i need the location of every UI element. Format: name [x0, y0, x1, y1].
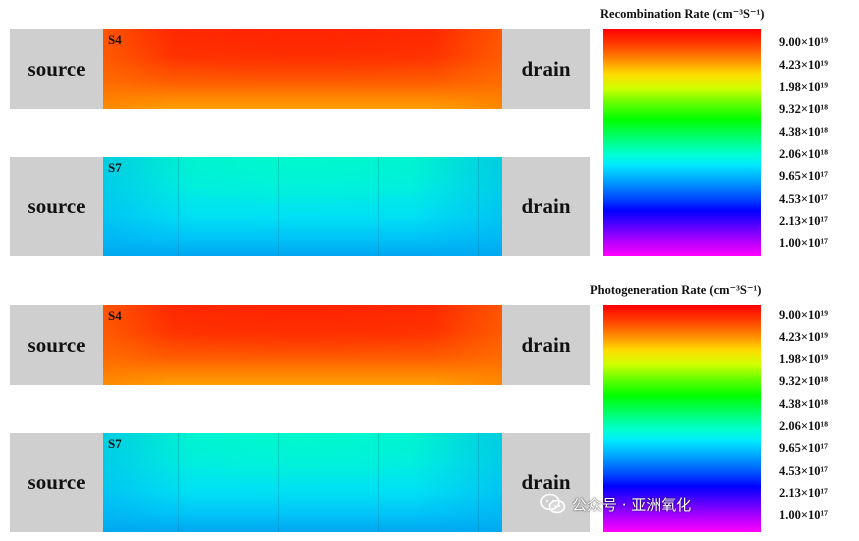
colorbar-tick: 4.53×10¹⁷ [779, 464, 828, 478]
colorbar-tick: 1.00×10¹⁷ [779, 508, 828, 522]
source-pad: source [10, 29, 103, 109]
colorbar-tick: 2.06×10¹⁸ [779, 419, 828, 433]
colorbar-tick: 4.23×10¹⁹ [779, 58, 828, 72]
drain-pad: drain [502, 29, 590, 109]
colorbar-tick: 2.13×10¹⁷ [779, 486, 828, 500]
mesh-line [178, 157, 179, 256]
source-pad: source [10, 433, 103, 532]
drain-label: drain [521, 332, 571, 357]
colorbar-title: Recombination Rate (cm⁻³S⁻¹) [600, 7, 765, 21]
colorbar-tick: 9.65×10¹⁷ [779, 441, 828, 455]
sample-label: S4 [108, 308, 122, 323]
channel-region: S7 [103, 157, 502, 256]
mesh-line [378, 433, 379, 532]
sample-label: S4 [108, 32, 122, 47]
drain-pad: drain [502, 433, 590, 532]
colorbar-tick: 4.38×10¹⁸ [779, 397, 828, 411]
colorbar-recombination [603, 29, 761, 256]
colorbar-tick: 1.00×10¹⁷ [779, 236, 828, 250]
colorbar-tick: 1.98×10¹⁹ [779, 352, 828, 366]
channel-region: S4 [103, 305, 502, 385]
mesh-line [478, 433, 479, 532]
colorbar-tick: 9.00×10¹⁹ [779, 35, 828, 49]
colorbar-tick: 4.23×10¹⁹ [779, 330, 828, 344]
mesh-line [278, 157, 279, 256]
colorbar-tick: 4.38×10¹⁸ [779, 125, 828, 139]
channel-region: S7 [103, 433, 502, 532]
source-label: source [27, 470, 86, 494]
source-pad: source [10, 157, 103, 256]
drain-pad: drain [502, 157, 590, 256]
mesh-line [278, 433, 279, 532]
colorbar-tick: 9.32×10¹⁸ [779, 102, 828, 116]
source-label: source [27, 332, 86, 357]
mesh-line [478, 157, 479, 256]
mesh-line [178, 433, 179, 532]
mesh-line [378, 157, 379, 256]
colorbar-tick: 9.32×10¹⁸ [779, 374, 828, 388]
source-label: source [27, 194, 86, 218]
colorbar-tick: 9.00×10¹⁹ [779, 308, 828, 322]
colorbar-photogeneration [603, 305, 761, 532]
colorbar-tick: 1.98×10¹⁹ [779, 80, 828, 94]
wechat-icon [540, 493, 566, 514]
source-label: source [27, 56, 86, 81]
drain-label: drain [521, 194, 571, 218]
device-recombination-s4: source S4 drain [10, 29, 590, 109]
watermark: 公众号 · 亚洲氧化 [540, 493, 691, 515]
colorbar-tick: 2.06×10¹⁸ [779, 147, 828, 161]
device-photogeneration-s4: source S4 drain [10, 305, 590, 385]
source-pad: source [10, 305, 103, 385]
sample-label: S7 [108, 436, 122, 451]
device-recombination-s7: source S7 drain [10, 157, 590, 256]
channel-region: S4 [103, 29, 502, 109]
device-photogeneration-s7: source S7 drain [10, 433, 590, 532]
colorbar-tick: 4.53×10¹⁷ [779, 192, 828, 206]
watermark-text: 公众号 · 亚洲氧化 [572, 495, 692, 514]
sample-label: S7 [108, 160, 122, 175]
drain-pad: drain [502, 305, 590, 385]
colorbar-title: Photogeneration Rate (cm⁻³S⁻¹) [590, 283, 762, 297]
drain-label: drain [521, 470, 571, 494]
drain-label: drain [521, 56, 571, 81]
colorbar-tick: 2.13×10¹⁷ [779, 214, 828, 228]
colorbar-tick: 9.65×10¹⁷ [779, 169, 828, 183]
